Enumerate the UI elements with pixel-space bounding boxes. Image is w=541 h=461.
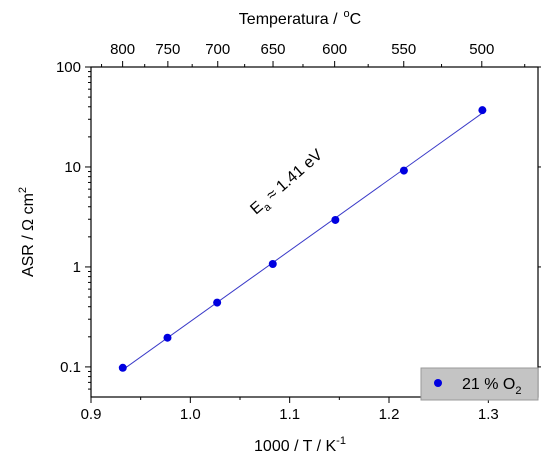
x-tick-label: 1.0 (180, 406, 201, 423)
plot-border (90, 66, 539, 398)
top-axis-title: Temperatura / oC (239, 8, 361, 28)
fit-lines (122, 112, 483, 371)
x-tick-label: 1.1 (279, 406, 300, 423)
legend: 21 % O2 (420, 367, 539, 401)
y-tick-label: 100 (56, 59, 81, 76)
top-tick-label: 700 (205, 41, 230, 58)
y-tick-label: 1 (73, 259, 81, 276)
data-point (118, 363, 127, 372)
data-point (399, 166, 408, 175)
data-point (268, 260, 277, 269)
minor-ticks (88, 64, 526, 400)
legend-label: 21 % O2 (462, 376, 521, 397)
top-tick-label: 500 (469, 41, 494, 58)
top-tick-label: 750 (155, 41, 180, 58)
x-axis-title: 1000 / T / K-1 (254, 435, 346, 455)
top-tick-label: 550 (391, 41, 416, 58)
y-axis-title: ASR / Ω cm2 (17, 187, 37, 277)
data-point (163, 333, 172, 342)
x-tick-label: 1.3 (478, 406, 499, 423)
y-tick-label: 0.1 (60, 359, 81, 376)
data-point (478, 106, 487, 115)
data-point (213, 298, 222, 307)
top-tick-labels: 800 750 700 650 600 550 500 (110, 41, 494, 58)
top-tick-label: 600 (322, 41, 347, 58)
top-tick-label: 800 (110, 41, 135, 58)
plot-frame (90, 66, 539, 398)
top-tick-label: 650 (261, 41, 286, 58)
legend-marker (434, 379, 442, 387)
data-points (118, 106, 487, 372)
major-ticks (85, 61, 541, 403)
fit-line (122, 112, 483, 371)
y-tick-labels: 0.1 1 10 100 (56, 59, 81, 376)
y-tick-label: 10 (64, 159, 81, 176)
x-tick-label: 1.2 (379, 406, 400, 423)
x-tick-label: 0.9 (81, 406, 102, 423)
x-tick-labels: 0.9 1.0 1.1 1.2 1.3 (81, 406, 499, 423)
data-point (331, 215, 340, 224)
